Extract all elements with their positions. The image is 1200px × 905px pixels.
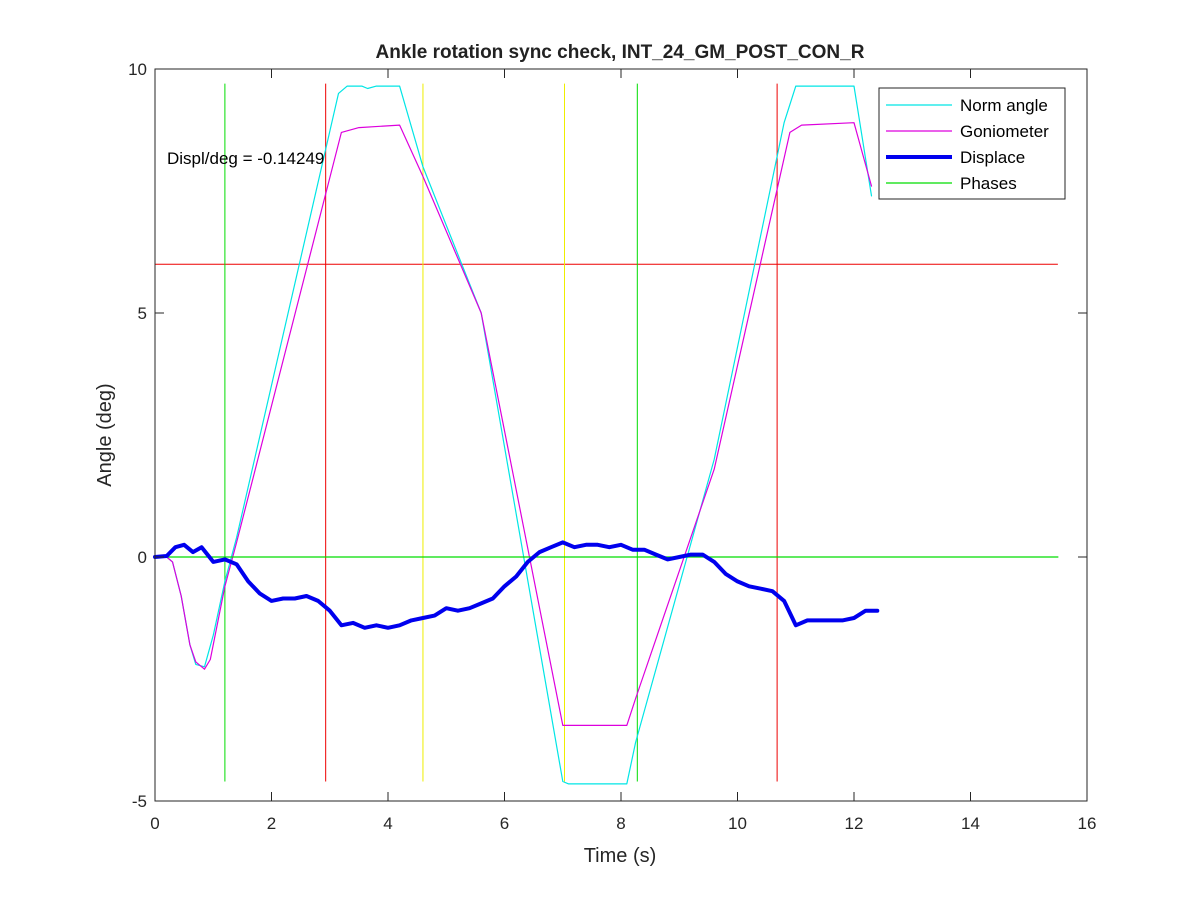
legend-label-norm-angle: Norm angle [960,96,1048,115]
y-tick-label: -5 [132,792,147,811]
x-tick-label: 2 [267,814,276,833]
y-tick-label: 10 [128,60,147,79]
annotation-text: Displ/deg = -0.14249 [167,149,324,168]
legend: Norm angle Goniometer Displace Phases [878,87,1066,200]
legend-label-phases: Phases [960,174,1017,193]
y-tick-label: 5 [138,304,147,323]
y-axis-label: Angle (deg) [94,383,116,486]
x-tick-label: 10 [728,814,747,833]
x-tick-label: 8 [616,814,625,833]
x-tick-label: 14 [961,814,980,833]
legend-label-displace: Displace [960,148,1025,167]
series-line-displace [153,540,880,630]
chart-title: Ankle rotation sync check, INT_24_GM_POS… [376,42,865,63]
x-tick-label: 12 [845,814,864,833]
x-axis-label: Time (s) [584,845,657,867]
x-tick-label: 6 [500,814,509,833]
x-tick-label: 0 [150,814,159,833]
x-tick-label: 16 [1078,814,1097,833]
legend-label-goniometer: Goniometer [960,122,1049,141]
y-tick-label: 0 [138,548,147,567]
x-tick-label: 4 [383,814,392,833]
legend-box [878,87,1066,200]
series-line-goniometer [154,122,873,727]
